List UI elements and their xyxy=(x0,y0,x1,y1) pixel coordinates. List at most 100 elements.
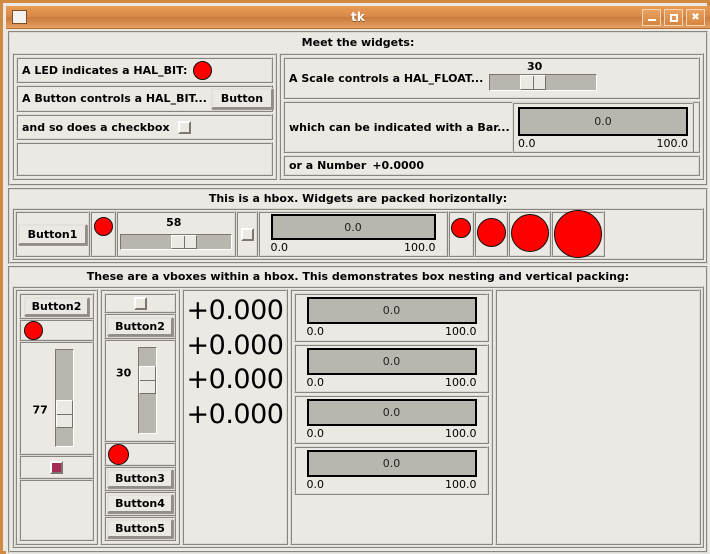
vbox-bar-3-scale: 0.0 100.0 xyxy=(307,478,477,491)
vbox-column-2: Button2 30 xyxy=(100,289,180,545)
hbox-checkbox-cell xyxy=(236,211,258,257)
hbox-scale-cell: 58 xyxy=(116,211,236,257)
hbox-header-label: This is a hbox. Widgets are packed horiz… xyxy=(208,192,508,205)
hal-float-scale[interactable]: 30 xyxy=(489,60,598,95)
vbox-panel: These are a vboxes within a hbox. This d… xyxy=(8,266,708,553)
vbox-bar-0: 0.0 0.0 100.0 xyxy=(306,297,477,338)
scale-thumb[interactable] xyxy=(519,75,546,90)
vbox1-filler xyxy=(19,479,94,541)
vbox-bar-cell-1: 0.0 0.0 100.0 xyxy=(294,344,489,393)
led-row: A LED indicates a HAL_BIT: xyxy=(16,57,273,83)
hal-bit-checkbox[interactable] xyxy=(177,120,191,134)
hal-bit-led xyxy=(193,60,213,80)
vbox2-button5[interactable]: Button5 xyxy=(107,519,173,538)
vbox-column-5 xyxy=(495,289,701,545)
vbox-bar-2: 0.0 0.0 100.0 xyxy=(306,399,477,440)
hbox-row: Button1 58 xyxy=(12,208,704,260)
vbox-bar-1-max: 100.0 xyxy=(445,376,477,389)
vbox-bar-1-min: 0.0 xyxy=(306,376,325,389)
hal-float-bar: 0.0 0.0 100.0 xyxy=(512,101,694,153)
vbox1-checkbox[interactable] xyxy=(50,460,63,474)
vbox2-button4-cell: Button4 xyxy=(104,491,176,516)
hbox-led-medium xyxy=(476,217,506,247)
vbox-bar-3-value: 0.0 xyxy=(382,457,401,470)
vbox2-scale[interactable]: 30 xyxy=(116,347,164,434)
vbox-bar-0-max: 100.0 xyxy=(445,325,477,338)
hal-float-number: +0.0000 xyxy=(372,159,424,172)
bar-max-label: 100.0 xyxy=(656,136,689,150)
vbox-header-label: These are a vboxes within a hbox. This d… xyxy=(86,270,630,283)
vbox2-button5-cell: Button5 xyxy=(104,516,176,541)
vbox-column-1: Button2 77 xyxy=(15,289,98,545)
vbox-bar-3-max: 100.0 xyxy=(445,478,477,491)
vbox-bar-cell-2: 0.0 0.0 100.0 xyxy=(294,395,489,444)
number-row-label: or a Number xyxy=(289,159,367,172)
vbox1-scale-thumb[interactable] xyxy=(55,399,73,428)
vbox-bar-cell-3: 0.0 0.0 100.0 xyxy=(294,446,489,495)
title-bar[interactable]: tk ✖ xyxy=(6,6,710,29)
hbox-bar-cell: 0.0 0.0 100.0 xyxy=(258,211,448,257)
vbox2-scale-cell: 30 xyxy=(104,339,176,442)
vbox-bar-2-value: 0.0 xyxy=(382,406,401,419)
top-header-label: Meet the widgets: xyxy=(301,36,415,49)
hbox-led-small xyxy=(451,218,471,238)
top-left-panel: A LED indicates a HAL_BIT: A Button cont… xyxy=(12,53,277,180)
bar-track: 0.0 xyxy=(518,106,688,136)
vbox2-scale-trough[interactable] xyxy=(138,347,157,434)
vbox2-button4[interactable]: Button4 xyxy=(107,494,173,513)
hbox-bar: 0.0 0.0 100.0 xyxy=(270,214,436,254)
bar-row-label: which can be indicated with a Bar... xyxy=(289,120,510,134)
minimize-button[interactable] xyxy=(642,9,661,26)
maximize-button[interactable] xyxy=(664,9,683,26)
top-right-panel: A Scale controls a HAL_FLOAT... 30 which… xyxy=(279,53,704,180)
vbox1-checkbox-cell xyxy=(19,455,94,479)
vbox-number-2: +0.000 xyxy=(186,364,284,396)
hbox-scale[interactable]: 58 xyxy=(120,216,232,252)
hbox-led-xlarge xyxy=(554,210,602,258)
vbox-bar-cell-0: 0.0 0.0 100.0 xyxy=(294,293,489,342)
hbox-led-cell-4 xyxy=(551,210,605,258)
vbox2-button2[interactable]: Button2 xyxy=(107,316,173,336)
vbox-column-4: 0.0 0.0 100.0 0.0 xyxy=(290,289,493,545)
vbox-bar-0-min: 0.0 xyxy=(306,325,325,338)
hbox-button1[interactable]: Button1 xyxy=(17,223,88,245)
hbox-scale-thumb[interactable] xyxy=(170,235,197,249)
vbox1-scale-value: 77 xyxy=(32,403,48,417)
window-menu-icon[interactable] xyxy=(12,10,27,24)
hbox-bar-value: 0.0 xyxy=(344,220,362,234)
client-area: Meet the widgets: A LED indicates a HAL_… xyxy=(6,29,710,554)
vbox-bar-0-scale: 0.0 100.0 xyxy=(307,325,477,338)
hbox-led-large xyxy=(510,214,549,252)
vbox-bar-3-min: 0.0 xyxy=(306,478,325,491)
close-button[interactable]: ✖ xyxy=(686,9,705,26)
vbox-bar-0-value: 0.0 xyxy=(382,304,401,317)
button-row: A Button controls a HAL_BIT... Button xyxy=(16,85,274,112)
led-row-label: A LED indicates a HAL_BIT: xyxy=(22,63,188,77)
hbox-bar-scale-row: 0.0 100.0 xyxy=(271,241,436,254)
vbox2-scale-thumb[interactable] xyxy=(139,365,156,394)
window-controls: ✖ xyxy=(642,9,705,26)
hbox-led-cell xyxy=(90,211,116,257)
hbox-scale-trough[interactable] xyxy=(120,234,232,250)
vbox-bar-3: 0.0 0.0 100.0 xyxy=(306,450,477,491)
hbox-led-cell-3 xyxy=(508,211,551,257)
vbox1-button2[interactable]: Button2 xyxy=(23,296,90,316)
vbox2-led-cell xyxy=(104,442,176,466)
vbox-row: Button2 77 xyxy=(12,286,704,548)
hal-bit-button[interactable]: Button xyxy=(210,88,274,109)
vbox2-led xyxy=(108,443,129,465)
vbox1-scale[interactable]: 77 xyxy=(33,349,81,447)
vbox1-scale-trough[interactable] xyxy=(54,349,74,447)
hbox-bar-track: 0.0 xyxy=(270,214,436,240)
hbox-filler xyxy=(605,211,701,257)
scale-row-label: A Scale controls a HAL_FLOAT... xyxy=(289,71,484,85)
vbox2-button-cell: Button2 xyxy=(104,313,176,339)
scale-value-label: 30 xyxy=(526,60,543,73)
vbox-bar-2-track: 0.0 xyxy=(306,399,477,426)
scale-trough[interactable] xyxy=(489,74,598,91)
hbox-checkbox[interactable] xyxy=(240,227,254,241)
vbox-number-1: +0.000 xyxy=(186,329,284,361)
vbox2-button3[interactable]: Button3 xyxy=(107,469,173,488)
vbox2-checkbox[interactable] xyxy=(133,296,147,310)
